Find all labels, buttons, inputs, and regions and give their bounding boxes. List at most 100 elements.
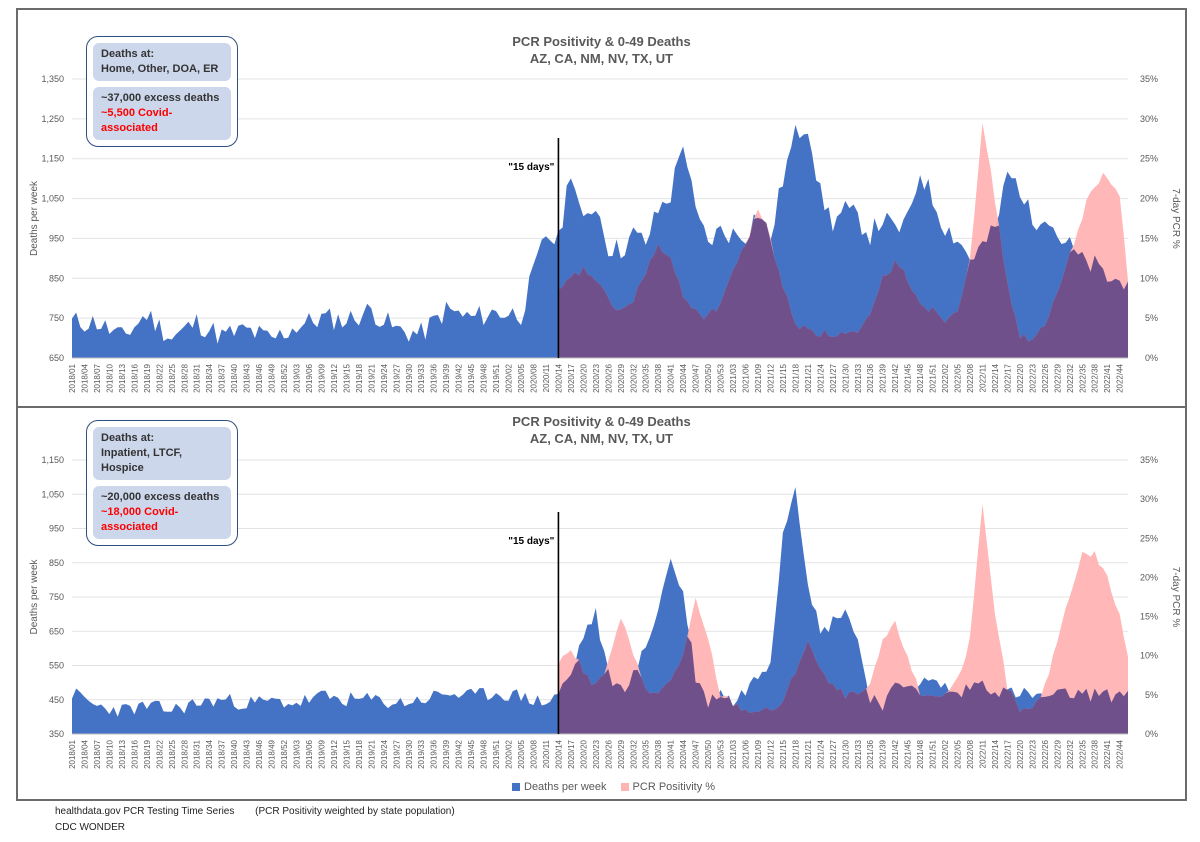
top-xtick: 2018/49 xyxy=(268,363,277,392)
undefined-xtick: 2020/05 xyxy=(517,739,526,768)
undefined-xtick: 2019/24 xyxy=(380,739,389,768)
undefined-ytick-right: 10% xyxy=(1140,651,1158,661)
top-chart-svg: 650 750 850 950 1,050 1,150 1,250 1,350 0% 5% 10% 1… xyxy=(29,74,1181,393)
top-xtick: 2020/47 xyxy=(692,363,701,392)
undefined-xtick: 2020/47 xyxy=(692,739,701,768)
top-xtick: 2022/38 xyxy=(1091,363,1100,392)
undefined-xtick: 2019/39 xyxy=(442,739,451,768)
top-xtick: 2018/28 xyxy=(180,363,189,392)
top-xtick: 2018/34 xyxy=(205,363,214,392)
top-xtick: 2022/44 xyxy=(1116,363,1125,392)
undefined-xtick: 2022/23 xyxy=(1028,739,1037,768)
undefined-xtick: 2020/50 xyxy=(704,739,713,768)
undefined-xtick: 2019/33 xyxy=(417,739,426,768)
top-xtick: 2021/36 xyxy=(866,363,875,392)
chart-legend: Deaths per week PCR Positivity % xyxy=(512,781,715,793)
undefined-xtick: 2022/20 xyxy=(1016,739,1025,768)
top-xtick: 2018/01 xyxy=(68,363,77,392)
top-xtick: 2022/05 xyxy=(954,363,963,392)
undefined-xtick: 2022/14 xyxy=(991,739,1000,768)
legend-pcr-swatch xyxy=(620,783,629,792)
top-xtick: 2019/45 xyxy=(467,363,476,392)
top-xtick: 2021/48 xyxy=(916,363,925,392)
undefined-xtick: 2022/17 xyxy=(1003,739,1012,768)
top-xtick: 2021/03 xyxy=(729,363,738,392)
bottom-info-places: Inpatient, LTCF, Hospice xyxy=(101,447,183,474)
undefined-xtick: 2021/36 xyxy=(866,739,875,768)
undefined-pcr-area xyxy=(558,504,1128,734)
undefined-xtick: 2022/29 xyxy=(1053,739,1062,768)
undefined-xtick: 2019/30 xyxy=(405,739,414,768)
top-xtick: 2021/39 xyxy=(879,363,888,392)
footer-note: (PCR Positivity weighted by state popula… xyxy=(255,806,455,817)
top-info-places: Home, Other, DOA, ER xyxy=(101,63,219,75)
undefined-xtick: 2022/32 xyxy=(1066,739,1075,768)
undefined-xtick: 2021/45 xyxy=(904,739,913,768)
undefined-xtick: 2022/02 xyxy=(941,739,950,768)
undefined-xtick: 2019/48 xyxy=(480,739,489,768)
undefined-xtick: 2018/04 xyxy=(81,739,90,768)
top-xtick: 2020/32 xyxy=(629,363,638,392)
top-xtick: 2019/42 xyxy=(455,363,464,392)
top-ytick-left: 750 xyxy=(49,313,64,323)
bottom-info-box: Deaths at: Inpatient, LTCF, Hospice ~20,… xyxy=(86,420,238,546)
top-xtick: 2019/15 xyxy=(342,363,351,392)
top-ytick-left: 1,150 xyxy=(41,154,64,164)
undefined-xtick: 2020/23 xyxy=(592,739,601,768)
undefined-xtick: 2018/43 xyxy=(243,739,252,768)
top-xtick: 2022/02 xyxy=(941,363,950,392)
top-info-covid: ~5,500 Covid-associated xyxy=(101,107,173,134)
top-info-location: Deaths at: Home, Other, DOA, ER xyxy=(93,43,231,81)
undefined-deaths-area xyxy=(72,487,1128,734)
top-xtick: 2020/08 xyxy=(530,363,539,392)
undefined-xtick: 2021/30 xyxy=(841,739,850,768)
undefined-ytick-right: 25% xyxy=(1140,533,1158,543)
top-chart-panel: 650 750 850 950 1,050 1,150 1,250 1,350 0% 5% 10% 1… xyxy=(16,8,1187,408)
undefined-xtick: 2019/03 xyxy=(293,739,302,768)
undefined-xtick: 2020/35 xyxy=(642,739,651,768)
legend-pcr: PCR Positivity % xyxy=(620,781,715,793)
top-xtick: 2019/36 xyxy=(430,363,439,392)
undefined-xtick: 2020/26 xyxy=(604,739,613,768)
top-xtick: 2019/51 xyxy=(492,363,501,392)
bottom-chart-subtitle: AZ, CA, NM, NV, TX, UT xyxy=(529,431,674,446)
undefined-ytick-right: 5% xyxy=(1145,690,1158,700)
bottom-chart-svg: 350 450 550 650 750 850 950 1,050 1,150 0% 5% 10% 15… xyxy=(29,455,1181,769)
top-ytick-right: 30% xyxy=(1140,114,1158,124)
undefined-xtick: 2018/49 xyxy=(268,739,277,768)
undefined-ytick-left: 650 xyxy=(49,626,64,636)
top-xtick: 2020/41 xyxy=(667,363,676,392)
top-ytick-left: 850 xyxy=(49,273,64,283)
undefined-xtick: 2020/41 xyxy=(667,739,676,768)
top-xtick: 2020/02 xyxy=(505,363,514,392)
undefined-xtick: 2022/11 xyxy=(979,739,988,768)
undefined-xtick: 2022/41 xyxy=(1103,739,1112,768)
undefined-ytick-left: 1,150 xyxy=(41,455,64,465)
top-xtick: 2020/17 xyxy=(567,363,576,392)
bottom-info-covid: ~18,000 Covid-associated xyxy=(101,506,179,533)
undefined-xtick: 2019/18 xyxy=(355,739,364,768)
top-ytick-right: 15% xyxy=(1140,233,1158,243)
undefined-xtick: 2019/21 xyxy=(367,739,376,768)
bottom-chart-panel: 350 450 550 650 750 850 950 1,050 1,150 0% 5% 10% 15… xyxy=(16,406,1187,801)
top-xtick: 2019/03 xyxy=(293,363,302,392)
top-xtick: 2022/14 xyxy=(991,363,1000,392)
undefined-xtick: 2021/12 xyxy=(767,739,776,768)
undefined-xtick: 2021/21 xyxy=(804,739,813,768)
top-xtick: 2020/23 xyxy=(592,363,601,392)
top-xtick: 2019/06 xyxy=(305,363,314,392)
bottom-info-location: Deaths at: Inpatient, LTCF, Hospice xyxy=(93,427,231,480)
undefined-15days-label: "15 days" xyxy=(508,536,554,547)
legend-deaths-swatch xyxy=(512,783,520,792)
top-ytick-right: 10% xyxy=(1140,273,1158,283)
top-xtick: 2020/14 xyxy=(554,363,563,392)
top-xtick: 2020/05 xyxy=(517,363,526,392)
bottom-info-heading: Deaths at: xyxy=(101,432,155,444)
undefined-ytick-right: 20% xyxy=(1140,572,1158,582)
undefined-xtick: 2021/39 xyxy=(879,739,888,768)
top-xtick: 2018/25 xyxy=(168,363,177,392)
undefined-xtick: 2021/42 xyxy=(891,739,900,768)
top-xtick: 2022/29 xyxy=(1053,363,1062,392)
top-xtick: 2020/35 xyxy=(642,363,651,392)
undefined-xtick: 2020/20 xyxy=(579,739,588,768)
